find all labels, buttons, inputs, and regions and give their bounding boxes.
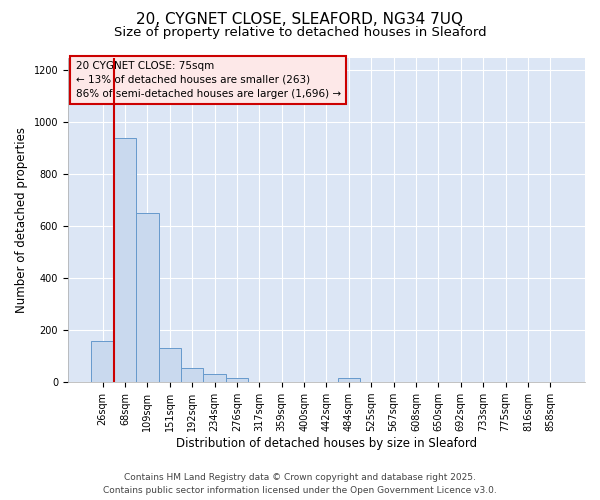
Bar	[91, 340, 114, 382]
Bar	[338, 378, 360, 382]
Bar	[226, 378, 248, 382]
Text: Size of property relative to detached houses in Sleaford: Size of property relative to detached ho…	[113, 26, 487, 39]
Bar	[136, 214, 158, 382]
Bar	[114, 138, 136, 382]
Y-axis label: Number of detached properties: Number of detached properties	[15, 127, 28, 313]
Text: 20, CYGNET CLOSE, SLEAFORD, NG34 7UQ: 20, CYGNET CLOSE, SLEAFORD, NG34 7UQ	[137, 12, 464, 28]
Text: 20 CYGNET CLOSE: 75sqm
← 13% of detached houses are smaller (263)
86% of semi-de: 20 CYGNET CLOSE: 75sqm ← 13% of detached…	[76, 60, 341, 98]
Text: Contains HM Land Registry data © Crown copyright and database right 2025.
Contai: Contains HM Land Registry data © Crown c…	[103, 474, 497, 495]
Bar	[203, 374, 226, 382]
Bar	[181, 368, 203, 382]
X-axis label: Distribution of detached houses by size in Sleaford: Distribution of detached houses by size …	[176, 437, 477, 450]
Bar	[158, 348, 181, 382]
